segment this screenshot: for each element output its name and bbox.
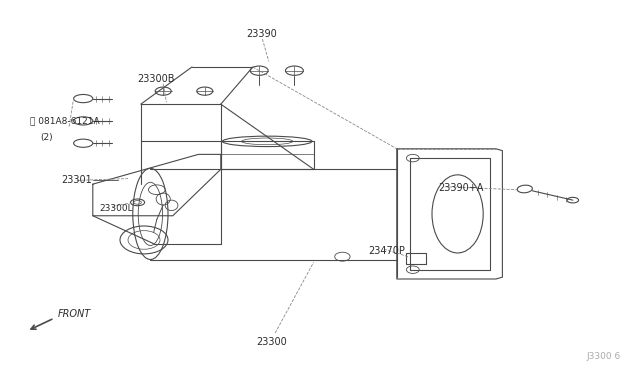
Text: 23470P: 23470P [368, 246, 405, 256]
Text: 23300B: 23300B [138, 74, 175, 84]
Text: J3300 6: J3300 6 [586, 352, 621, 361]
Text: 23390+A: 23390+A [438, 183, 484, 193]
Text: FRONT: FRONT [58, 310, 91, 319]
Text: 23301: 23301 [61, 176, 92, 185]
Text: 23300L: 23300L [99, 204, 133, 213]
Text: Ⓑ 081A8-6121A: Ⓑ 081A8-6121A [30, 116, 100, 125]
Text: (2): (2) [40, 133, 53, 142]
Text: 23390: 23390 [246, 29, 277, 39]
Text: 23300: 23300 [257, 337, 287, 347]
